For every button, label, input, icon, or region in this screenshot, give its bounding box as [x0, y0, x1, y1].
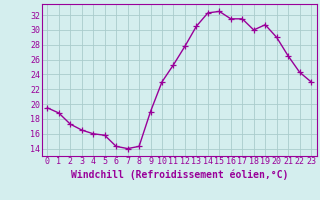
X-axis label: Windchill (Refroidissement éolien,°C): Windchill (Refroidissement éolien,°C) [70, 169, 288, 180]
